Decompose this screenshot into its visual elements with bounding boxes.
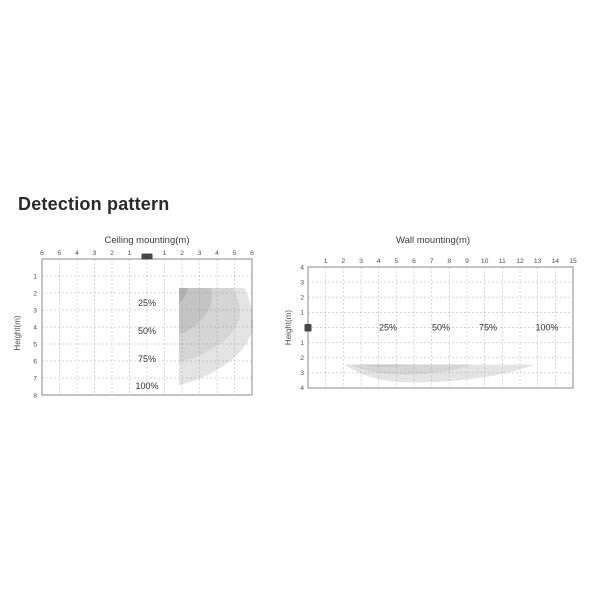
y-tick: 3 bbox=[33, 308, 37, 315]
ceiling-y-axis-label: Height(m) bbox=[13, 315, 22, 350]
wall-chart-title: Wall mounting(m) bbox=[396, 235, 470, 246]
x-tick: 6 bbox=[250, 250, 254, 257]
zone-label-100: 100% bbox=[135, 381, 158, 391]
y-tick: 4 bbox=[33, 325, 37, 332]
zone-label-100: 100% bbox=[535, 323, 558, 333]
wall-chart: Wall mounting(m) Height(m) 25% 50% 75% 1… bbox=[285, 235, 577, 393]
x-tick: 2 bbox=[180, 250, 184, 257]
x-tick: 1 bbox=[163, 250, 167, 257]
x-tick: 6 bbox=[412, 258, 416, 265]
x-tick: 5 bbox=[58, 250, 62, 257]
ceiling-sensor-icon bbox=[141, 253, 153, 260]
wall-zone-75 bbox=[350, 364, 473, 375]
x-tick: 5 bbox=[233, 250, 237, 257]
x-tick: 15 bbox=[569, 258, 577, 265]
y-tick: 6 bbox=[33, 359, 37, 366]
x-tick: 4 bbox=[215, 250, 219, 257]
y-tick: 3 bbox=[300, 280, 304, 287]
zone-label-25: 25% bbox=[138, 298, 156, 308]
ceiling-grid-horizontal bbox=[42, 275, 252, 379]
x-tick: 5 bbox=[394, 258, 398, 265]
x-tick: 2 bbox=[110, 250, 114, 257]
wall-grid-horizontal bbox=[308, 281, 573, 374]
ceiling-y-axis-ticks: 1 2 3 4 5 6 7 8 bbox=[33, 274, 37, 400]
x-tick: 1 bbox=[324, 258, 328, 265]
y-tick: 5 bbox=[33, 342, 37, 349]
y-tick: 3 bbox=[300, 370, 304, 377]
x-tick: 8 bbox=[447, 258, 451, 265]
ceiling-zone-50 bbox=[179, 288, 212, 335]
ceiling-x-axis-ticks: 6 5 4 3 2 1 1 2 3 4 5 6 bbox=[40, 250, 254, 257]
x-tick: 4 bbox=[75, 250, 79, 257]
page-title: Detection pattern bbox=[18, 194, 170, 214]
zone-label-50: 50% bbox=[138, 326, 156, 336]
x-tick: 6 bbox=[40, 250, 44, 257]
wall-sensor-icon bbox=[304, 324, 312, 332]
wall-zone-labels: 25% 50% 75% 100% bbox=[379, 323, 559, 333]
zone-label-75: 75% bbox=[138, 354, 156, 364]
ceiling-chart: Ceiling mounting(m) Height(m) 25% 50% 75… bbox=[13, 235, 254, 400]
x-tick: 7 bbox=[430, 258, 434, 265]
y-tick: 4 bbox=[300, 385, 304, 392]
wall-x-axis-ticks: 1 2 3 4 5 6 7 8 9 10 11 12 13 14 15 bbox=[324, 258, 577, 265]
zone-label-75: 75% bbox=[479, 323, 497, 333]
ceiling-zone-labels: 25% 50% 75% 100% bbox=[135, 298, 158, 391]
y-tick: 4 bbox=[300, 265, 304, 272]
x-tick: 13 bbox=[534, 258, 542, 265]
ceiling-chart-title: Ceiling mounting(m) bbox=[104, 235, 189, 246]
x-tick: 9 bbox=[465, 258, 469, 265]
x-tick: 1 bbox=[128, 250, 132, 257]
y-tick: 2 bbox=[300, 295, 304, 302]
zone-label-50: 50% bbox=[432, 323, 450, 333]
wall-zones bbox=[344, 364, 535, 383]
y-tick: 2 bbox=[300, 355, 304, 362]
wall-y-axis-label: Height(m) bbox=[285, 310, 293, 345]
y-tick: 8 bbox=[33, 393, 37, 400]
y-tick: 7 bbox=[33, 376, 37, 383]
x-tick: 3 bbox=[359, 258, 363, 265]
x-tick: 10 bbox=[481, 258, 489, 265]
y-tick: 1 bbox=[300, 310, 304, 317]
y-tick: 2 bbox=[33, 291, 37, 298]
y-tick: 1 bbox=[33, 274, 37, 281]
y-tick: 1 bbox=[300, 340, 304, 347]
x-tick: 14 bbox=[552, 258, 560, 265]
zone-label-25: 25% bbox=[379, 323, 397, 333]
x-tick: 12 bbox=[516, 258, 524, 265]
x-tick: 3 bbox=[93, 250, 97, 257]
x-tick: 3 bbox=[198, 250, 202, 257]
x-tick: 2 bbox=[341, 258, 345, 265]
x-tick: 4 bbox=[377, 258, 381, 265]
x-tick: 11 bbox=[499, 258, 506, 265]
ceiling-zone-25 bbox=[179, 288, 188, 303]
wall-y-axis-ticks: 4 3 2 1 1 2 3 4 bbox=[300, 265, 304, 393]
